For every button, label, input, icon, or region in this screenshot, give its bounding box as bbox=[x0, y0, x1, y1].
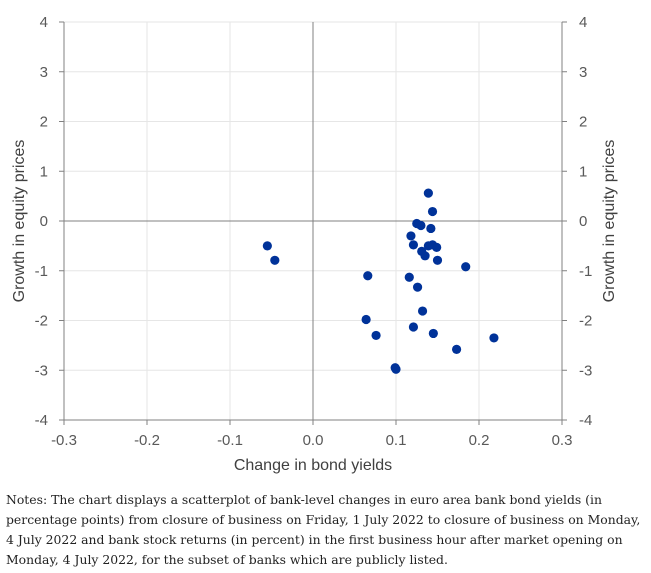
y-axis-label-left: Growth in equity prices bbox=[11, 140, 28, 303]
y-tick-label-right: 4 bbox=[579, 14, 587, 31]
y-tick-label-right: 3 bbox=[579, 64, 587, 81]
y-tick-label-left: -3 bbox=[35, 362, 48, 379]
y-tick-label-left: 2 bbox=[40, 114, 48, 131]
y-tick-label-right: -4 bbox=[579, 412, 592, 429]
y-tick-label-left: -1 bbox=[35, 263, 48, 280]
data-point bbox=[412, 282, 423, 292]
chart-notes: Notes: The chart displays a scatterplot … bbox=[6, 492, 641, 567]
y-tick-label-right: 1 bbox=[579, 163, 587, 180]
tick-labels: 4 43 32 21 10 0-1 -1-2 -2-3 -3-4 -4-0.3 -0.2 -0.1 0.… bbox=[35, 14, 593, 449]
data-point bbox=[270, 255, 280, 265]
y-tick-label-left: -4 bbox=[35, 412, 48, 429]
y-tick-label-left: 4 bbox=[40, 14, 48, 31]
data-point bbox=[420, 251, 430, 261]
data-point bbox=[391, 364, 401, 374]
data-point bbox=[408, 322, 419, 332]
x-tick-label: -0.2 bbox=[134, 432, 160, 449]
data-point bbox=[432, 255, 443, 265]
scatter-chart: 4 43 32 21 10 0-1 -1-2 -2-3 -3-4 -4-0.3 -0.2 -0.1 0.… bbox=[11, 14, 618, 474]
axes bbox=[59, 21, 567, 425]
data-point bbox=[406, 231, 416, 241]
data-point bbox=[461, 262, 471, 272]
data-point bbox=[432, 242, 442, 252]
data-point bbox=[361, 314, 371, 325]
x-axis-label: Change in bond yields bbox=[234, 457, 392, 474]
x-tick-label: 0.3 bbox=[552, 432, 573, 449]
data-point bbox=[408, 240, 419, 250]
data-point bbox=[427, 206, 438, 217]
data-point bbox=[371, 330, 381, 341]
x-tick-label: 0.2 bbox=[469, 432, 490, 449]
x-tick-label: 0.1 bbox=[386, 432, 407, 449]
y-tick-label-left: 0 bbox=[40, 213, 48, 230]
data-point bbox=[451, 344, 462, 354]
data-point bbox=[404, 272, 414, 282]
y-tick-label-right: -3 bbox=[579, 362, 592, 379]
y-tick-label-right: 2 bbox=[579, 114, 587, 131]
data-point bbox=[417, 306, 428, 316]
y-axis-label-right: Growth in equity prices bbox=[601, 140, 618, 303]
y-tick-label-right: -2 bbox=[579, 313, 592, 330]
y-tick-label-left: 3 bbox=[40, 64, 48, 81]
data-point bbox=[426, 223, 436, 234]
x-tick-label: 0.0 bbox=[303, 432, 324, 449]
y-tick-label-left: 1 bbox=[40, 163, 48, 180]
y-tick-label-left: -2 bbox=[35, 313, 48, 330]
data-points bbox=[262, 188, 499, 374]
y-tick-label-right: -1 bbox=[579, 263, 592, 280]
data-point bbox=[428, 328, 438, 339]
x-tick-label: -0.3 bbox=[51, 432, 77, 449]
data-point bbox=[363, 271, 373, 281]
data-point bbox=[423, 188, 433, 198]
data-point bbox=[262, 241, 272, 251]
data-point bbox=[416, 220, 426, 231]
x-tick-label: -0.1 bbox=[217, 432, 243, 449]
data-point bbox=[489, 333, 499, 343]
y-tick-label-right: 0 bbox=[579, 213, 587, 230]
